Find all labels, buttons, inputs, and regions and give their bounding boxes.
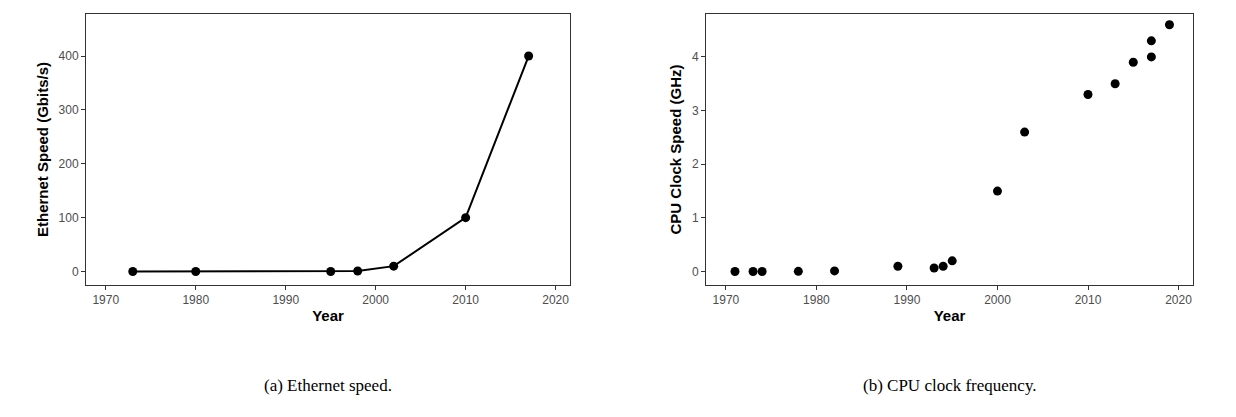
svg-text:2020: 2020 bbox=[1165, 293, 1192, 307]
svg-text:100: 100 bbox=[59, 211, 79, 225]
svg-text:0: 0 bbox=[72, 265, 79, 279]
svg-text:2020: 2020 bbox=[542, 293, 569, 307]
svg-text:400: 400 bbox=[59, 49, 79, 63]
svg-text:Ethernet Speed (Gbits/s): Ethernet Speed (Gbits/s) bbox=[34, 62, 51, 237]
svg-text:2010: 2010 bbox=[452, 293, 479, 307]
svg-text:200: 200 bbox=[59, 157, 79, 171]
svg-text:2: 2 bbox=[692, 157, 699, 171]
svg-text:(b) CPU clock frequency.: (b) CPU clock frequency. bbox=[863, 376, 1037, 395]
svg-text:1: 1 bbox=[692, 211, 699, 225]
svg-text:Year: Year bbox=[312, 307, 344, 324]
svg-text:CPU Clock Speed (GHz): CPU Clock Speed (GHz) bbox=[667, 64, 684, 234]
svg-text:Year: Year bbox=[934, 307, 966, 324]
svg-text:300: 300 bbox=[59, 103, 79, 117]
svg-text:1970: 1970 bbox=[92, 293, 119, 307]
svg-text:1980: 1980 bbox=[803, 293, 830, 307]
svg-text:0: 0 bbox=[692, 265, 699, 279]
svg-text:2000: 2000 bbox=[362, 293, 389, 307]
svg-text:4: 4 bbox=[692, 50, 699, 64]
svg-text:2000: 2000 bbox=[984, 293, 1011, 307]
svg-text:1990: 1990 bbox=[894, 293, 921, 307]
svg-text:(a) Ethernet speed.: (a) Ethernet speed. bbox=[264, 376, 392, 395]
svg-text:1970: 1970 bbox=[713, 293, 740, 307]
svg-text:1980: 1980 bbox=[182, 293, 209, 307]
svg-text:2010: 2010 bbox=[1075, 293, 1102, 307]
svg-text:1990: 1990 bbox=[272, 293, 299, 307]
svg-text:3: 3 bbox=[692, 104, 699, 118]
